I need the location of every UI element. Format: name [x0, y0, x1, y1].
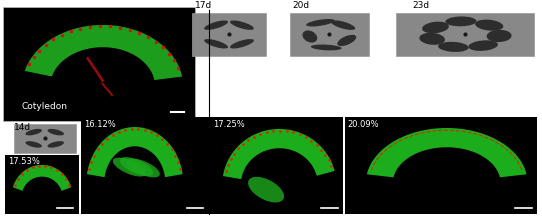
Ellipse shape [230, 20, 254, 30]
Ellipse shape [446, 16, 476, 26]
Bar [210, 118, 343, 214]
Bar [192, 12, 266, 56]
Ellipse shape [113, 158, 146, 177]
Ellipse shape [475, 20, 504, 31]
Polygon shape [367, 128, 526, 177]
FancyBboxPatch shape [3, 7, 195, 121]
Ellipse shape [126, 158, 160, 177]
Bar [81, 118, 209, 214]
Bar [290, 12, 369, 56]
Polygon shape [25, 25, 182, 80]
Ellipse shape [468, 40, 498, 51]
Ellipse shape [230, 39, 254, 48]
Ellipse shape [337, 35, 356, 46]
Text: 17d: 17d [195, 1, 212, 10]
Text: 14d: 14d [14, 123, 31, 132]
Bar [5, 155, 79, 214]
Ellipse shape [204, 39, 228, 48]
Ellipse shape [422, 22, 449, 33]
Text: Cotyledon: Cotyledon [22, 102, 68, 111]
Polygon shape [13, 165, 71, 191]
Text: 23d: 23d [412, 1, 429, 10]
Ellipse shape [331, 20, 355, 30]
Ellipse shape [25, 129, 42, 135]
Polygon shape [223, 129, 334, 179]
Ellipse shape [420, 33, 445, 45]
Text: 17.25%: 17.25% [213, 119, 245, 129]
Ellipse shape [438, 42, 469, 52]
Text: 16.12%: 16.12% [84, 119, 116, 129]
Bar [345, 118, 537, 214]
Ellipse shape [48, 129, 64, 135]
Text: 20.09%: 20.09% [347, 119, 379, 129]
Ellipse shape [204, 20, 228, 30]
Text: 20d: 20d [293, 1, 310, 10]
Ellipse shape [302, 31, 317, 43]
Ellipse shape [48, 141, 64, 148]
Ellipse shape [487, 30, 512, 42]
Ellipse shape [120, 157, 153, 176]
Ellipse shape [311, 44, 341, 50]
Bar [14, 124, 76, 153]
Bar [396, 12, 534, 56]
Ellipse shape [248, 177, 284, 203]
Ellipse shape [306, 19, 334, 26]
Polygon shape [87, 127, 183, 177]
Ellipse shape [25, 141, 42, 148]
Text: 17.53%: 17.53% [8, 157, 40, 166]
